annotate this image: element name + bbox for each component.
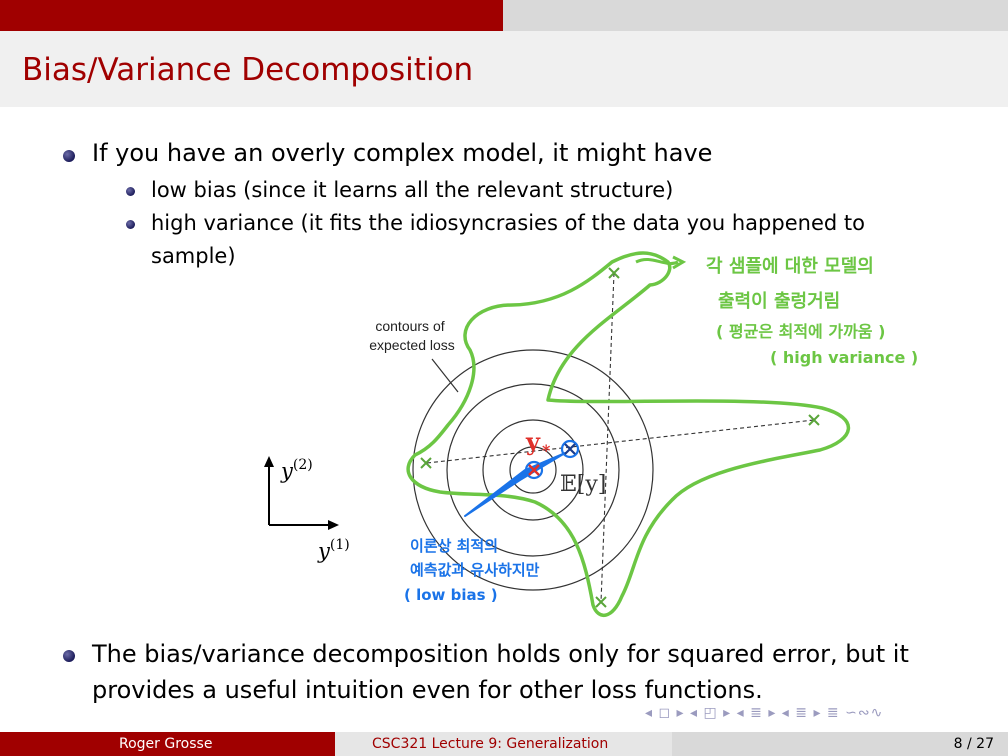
contour-circle: [412, 349, 654, 591]
contour-circle: [482, 419, 584, 521]
bullet-text-3: provides a useful intuition even for oth…: [92, 676, 763, 704]
bullet-icon: [63, 650, 75, 662]
contour-label-line1: contours of: [375, 318, 444, 334]
variance-note-line2: 출력이 출렁거림: [718, 291, 840, 312]
bias-note-line1: 이론상 최적의: [410, 537, 498, 555]
sub-bullet-text-2: high variance (it fits the idiosyncrasie…: [151, 211, 865, 235]
beamer-navigation-icons[interactable]: ◂ ◻ ▸ ◂ ◰ ▸ ◂ ≣ ▸ ◂ ≣ ▸ ≣ ∽∾∿: [645, 705, 884, 721]
sample-x-marker: [595, 596, 607, 608]
contour-pointer: [431, 358, 459, 393]
sample-x-marker: [808, 414, 820, 426]
sub-bullet-text-3: sample): [151, 244, 236, 268]
variance-note-line3: ( 평균은 최적에 가까움 ): [716, 322, 885, 341]
variance-note-line1: 각 샘플에 대한 모델의: [706, 256, 874, 277]
bias-note-line3: ( low bias ): [404, 586, 498, 604]
top-bar-left: [0, 0, 503, 31]
top-bar-right: [503, 0, 1008, 31]
expectation-x-icon: [564, 443, 576, 455]
sample-output-markers: [420, 267, 820, 608]
footer-course: CSC321 Lecture 9: Generalization: [372, 736, 609, 752]
footer-author: Roger Grosse: [119, 736, 213, 752]
footer-page-cell: 8 / 27: [672, 732, 1008, 756]
sub-bullet-icon: [126, 220, 135, 229]
variance-annotation: 각 샘플에 대한 모델의 출력이 출렁거림 ( 평균은 최적에 가까움 ) ( …: [706, 256, 918, 367]
green-arrow-line: [635, 257, 679, 265]
sample-x-marker: [420, 457, 432, 469]
expectation-label: 𝔼[y]: [560, 472, 606, 497]
bullet-text-2: The bias/variance decomposition holds on…: [92, 640, 909, 668]
optimum-circle: [524, 460, 544, 480]
y1-arrowhead: [328, 520, 339, 530]
ystar-label: y *: [525, 427, 551, 460]
contour-circle: [509, 446, 557, 494]
bias-note-line2: 예측값과 유사하지만: [410, 561, 540, 579]
sample-x-marker: [608, 267, 620, 279]
contour-label-line2: expected loss: [369, 337, 455, 353]
axis-y2-label: y(2): [280, 457, 313, 483]
footer-page-number: 8 / 27: [953, 736, 994, 752]
slide-title: Bias/Variance Decomposition: [22, 52, 474, 88]
axis-y1-label: y(1): [317, 537, 350, 563]
variance-note-line4: ( high variance ): [770, 348, 918, 367]
footer-author-cell: Roger Grosse: [0, 732, 335, 756]
contour-circle: [446, 383, 620, 557]
bullet-icon: [63, 150, 75, 162]
footer: Roger Grosse CSC321 Lecture 9: Generaliz…: [0, 732, 1008, 756]
variance-dashed-lines: [426, 272, 815, 603]
optimum-x-icon: [528, 464, 540, 476]
green-variance-blob: [406, 251, 851, 617]
loss-contours: [412, 349, 654, 591]
footer-course-cell: CSC321 Lecture 9: Generalization: [335, 732, 672, 756]
sub-bullet-icon: [126, 187, 135, 196]
expectation-circle: [560, 439, 580, 459]
green-arrowhead: [672, 255, 687, 270]
bias-annotation: 이론상 최적의 예측값과 유사하지만 ( low bias ): [404, 537, 540, 604]
y2-arrowhead: [264, 456, 274, 467]
bullet-text-1: If you have an overly complex model, it …: [92, 139, 713, 167]
top-progress-bar: [0, 0, 1008, 31]
sub-bullet-text-1: low bias (since it learns all the releva…: [151, 178, 674, 202]
title-bar: [0, 31, 1008, 107]
